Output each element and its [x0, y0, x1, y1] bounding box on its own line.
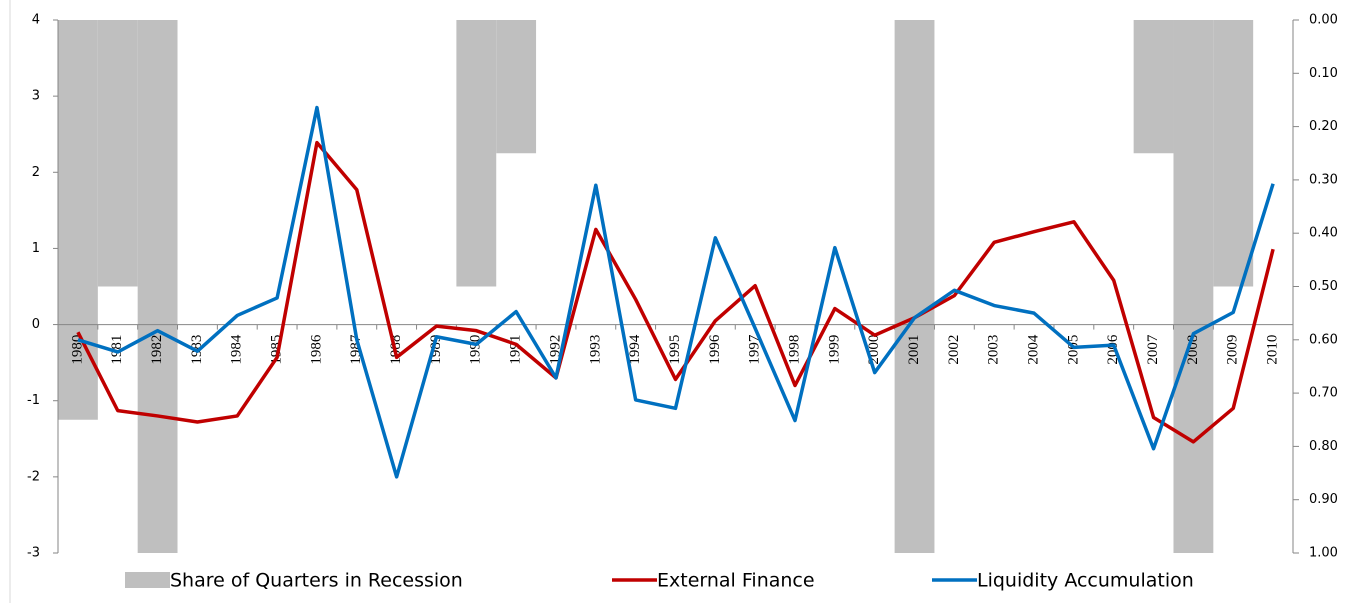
- line-series: [76, 140, 1275, 444]
- y2-tick-label: 0.10: [1309, 66, 1338, 81]
- bar: [1213, 20, 1254, 287]
- x-tick-label: 2004: [1025, 334, 1041, 365]
- x-tick-label: 1984: [229, 334, 245, 365]
- x-tick-label: 1986: [308, 334, 324, 365]
- y2-tick-label: 0.00: [1309, 13, 1338, 28]
- legend-label: Liquidity Accumulation: [977, 570, 1194, 592]
- x-tick-label: 1996: [707, 334, 723, 365]
- y-tick-label: 1: [32, 241, 40, 256]
- x-tick-label: 1993: [587, 335, 603, 365]
- x-tick-label: 2005: [1065, 335, 1081, 365]
- x-tick-label: 1994: [627, 334, 643, 365]
- y2-tick-label: 0.80: [1309, 439, 1338, 454]
- x-tick-label: 2009: [1225, 335, 1241, 365]
- y-tick-label: 2: [32, 165, 40, 180]
- y-tick-label: 0: [32, 317, 40, 332]
- legend-label: External Finance: [657, 570, 815, 592]
- bar: [137, 20, 178, 553]
- x-tick-label: 1999: [826, 335, 842, 365]
- y-tick-label: -2: [27, 469, 40, 484]
- bar: [1133, 20, 1174, 154]
- y2-tick-label: 1.00: [1309, 546, 1338, 561]
- x-tick-label: 1998: [786, 335, 802, 365]
- y2-tick-label: 0.30: [1309, 172, 1338, 187]
- bar: [496, 20, 537, 154]
- y2-tick-label: 0.60: [1309, 332, 1338, 347]
- x-tick-label: 2010: [1265, 335, 1281, 365]
- x-tick-label: 1982: [149, 335, 165, 365]
- y2-tick-label: 0.40: [1309, 226, 1338, 241]
- legend-swatch: [125, 572, 170, 588]
- bar: [894, 20, 935, 553]
- x-tick-label: 2007: [1145, 334, 1161, 365]
- bar: [1173, 20, 1214, 553]
- x-tick-label: 1981: [109, 335, 125, 365]
- bar: [58, 20, 98, 420]
- y-tick-label: 3: [32, 89, 40, 104]
- y2-tick-label: 0.20: [1309, 119, 1338, 134]
- x-tick-label: 1995: [667, 335, 683, 365]
- y2-tick-label: 0.50: [1309, 279, 1338, 294]
- bar: [97, 20, 138, 287]
- x-tick-label: 2002: [946, 335, 962, 365]
- y-tick-label: -3: [27, 546, 40, 561]
- y2-tick-label: 0.90: [1309, 492, 1338, 507]
- x-tick-label: 2003: [986, 335, 1002, 365]
- x-tick-label: 1997: [747, 334, 763, 365]
- line-series: [77, 105, 1275, 479]
- legend-label: Share of Quarters in Recession: [170, 570, 463, 592]
- y2-tick-label: 0.70: [1309, 386, 1338, 401]
- x-tick-label: 2001: [906, 335, 922, 365]
- y-tick-label: -1: [27, 393, 40, 408]
- y-tick-label: 4: [32, 13, 40, 28]
- bar: [456, 20, 497, 287]
